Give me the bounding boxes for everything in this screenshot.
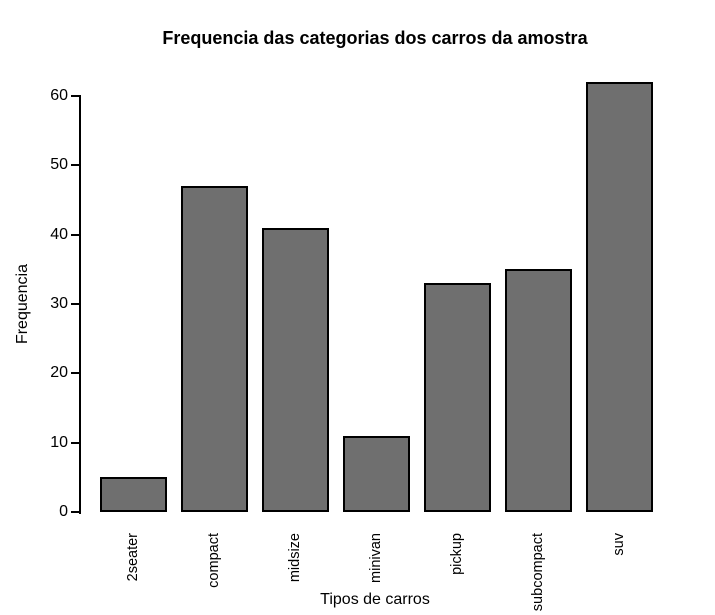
y-tick-label-50: 50 [50,156,68,174]
bar-2seater [100,477,167,512]
y-tick-label-40: 40 [50,225,68,243]
x-category-label-minivan: minivan [368,533,384,583]
y-tick-0 [71,511,79,513]
bar-compact [181,186,248,512]
chart-title: Frequencia das categorias dos carros da … [162,28,588,48]
bar-midsize [262,228,329,512]
y-tick-label-20: 20 [50,364,68,382]
y-tick-30 [71,303,79,305]
bar-pickup [424,283,491,512]
y-tick-label-10: 10 [50,433,68,451]
bar-subcompact [505,269,572,512]
y-tick-50 [71,164,79,167]
x-category-label-2seater: 2seater [125,533,141,582]
y-tick-label-30: 30 [50,295,68,312]
x-axis-title: Tipos de carros [320,591,430,608]
bar-suv [586,82,653,512]
y-tick-60 [71,95,79,97]
y-tick-40 [71,233,79,236]
y-axis-line [79,95,81,514]
y-tick-20 [71,372,79,375]
bar-minivan [343,436,410,512]
x-category-label-pickup: pickup [449,533,465,575]
y-tick-10 [71,441,79,444]
x-category-label-compact: compact [206,533,222,588]
x-category-label-midsize: midsize [287,533,303,583]
x-category-label-suv: suv [611,533,627,556]
y-tick-label-0: 0 [59,503,68,520]
y-tick-label-60: 60 [50,87,68,104]
